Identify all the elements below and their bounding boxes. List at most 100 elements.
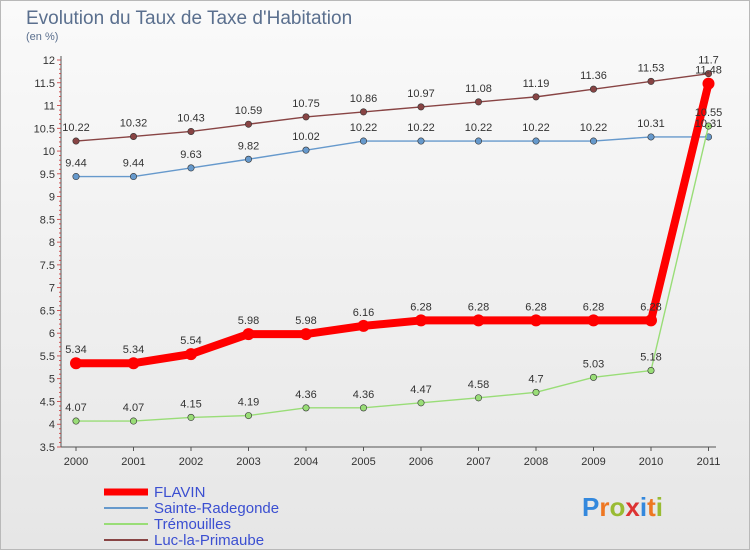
data-label: 6.28 xyxy=(410,301,431,313)
data-point xyxy=(302,404,310,412)
series-flavin-line xyxy=(72,79,713,368)
x-tick-label: 2009 xyxy=(581,456,605,468)
y-tick-label: 5 xyxy=(49,374,55,386)
flavin-point xyxy=(242,328,255,341)
logo-letter: o xyxy=(609,492,625,522)
data-label: 9.44 xyxy=(123,158,144,170)
flavin-point xyxy=(645,314,657,327)
data-label: 4.36 xyxy=(353,389,374,401)
logo-letter: x xyxy=(625,492,640,522)
chart-subtitle: (en %) xyxy=(26,31,58,43)
y-tick-label: 12 xyxy=(43,55,55,67)
y-tick-label: 4.5 xyxy=(40,396,55,408)
data-point xyxy=(589,373,597,381)
data-label: 9.63 xyxy=(180,149,201,161)
data-label: 10.31 xyxy=(695,118,723,130)
series-tr-mouilles-line xyxy=(75,125,710,422)
data-label: 10.43 xyxy=(177,112,205,124)
legend-entry: FLAVIN xyxy=(154,484,205,501)
data-label: 11.7 xyxy=(698,55,719,67)
data-label: 4.47 xyxy=(410,384,431,396)
data-label: 10.59 xyxy=(235,105,263,117)
data-label: 10.22 xyxy=(522,122,550,134)
chart-title: Evolution du Taux de Taxe d'Habitation xyxy=(26,8,352,29)
data-point xyxy=(417,137,425,145)
data-point xyxy=(647,133,655,141)
legend-entry: Luc-la-Primaube xyxy=(154,532,264,549)
data-label: 4.19 xyxy=(238,397,259,409)
data-label: 9.82 xyxy=(238,140,259,152)
data-point xyxy=(187,164,195,172)
y-tick-label: 9 xyxy=(49,192,55,204)
data-label: 10.22 xyxy=(62,122,90,134)
data-point xyxy=(532,137,540,145)
data-label: 6.28 xyxy=(525,301,546,313)
y-tick-label: 5.5 xyxy=(40,351,55,363)
data-label: 4.07 xyxy=(123,402,144,414)
data-point xyxy=(704,122,712,130)
legend: FLAVINSainte-RadegondeTrémouillesLuc-la-… xyxy=(104,484,279,549)
flavin-point xyxy=(127,357,140,370)
data-label: 11.53 xyxy=(638,62,665,74)
data-label: 6.28 xyxy=(640,301,661,313)
data-label: 6.16 xyxy=(353,307,374,319)
data-point xyxy=(359,404,367,412)
data-point xyxy=(302,113,310,121)
data-label: 5.18 xyxy=(640,352,661,364)
logo-letter: i xyxy=(656,492,663,522)
proxiti-logo: Proxiti xyxy=(582,492,663,522)
x-tick-label: 2005 xyxy=(351,456,375,468)
x-tick-label: 2008 xyxy=(524,456,548,468)
legend-entry: Sainte-Radegonde xyxy=(154,500,279,517)
data-point xyxy=(302,146,310,154)
y-tick-label: 6 xyxy=(49,328,55,340)
flavin-point xyxy=(357,319,370,332)
series-sainte-radegonde-line xyxy=(75,136,710,178)
x-tick-label: 2001 xyxy=(121,456,145,468)
data-point xyxy=(245,155,253,163)
data-label: 6.28 xyxy=(583,301,604,313)
flavin-point xyxy=(300,328,312,341)
data-label: 4.7 xyxy=(528,373,543,385)
axes: 3.5 4 4.5 5 5.5 6 6.5 7 7.5 8 8.5 9 9.5 10 10.5 11 11.5 1… xyxy=(34,55,721,468)
x-tick-label: 2000 xyxy=(64,456,88,468)
x-tick-label: 2003 xyxy=(236,456,260,468)
y-tick-label: 9.5 xyxy=(40,169,55,181)
data-label: 5.98 xyxy=(238,315,259,327)
data-label: 10.22 xyxy=(580,122,608,134)
data-point xyxy=(187,127,195,135)
flavin-point xyxy=(185,348,197,361)
logo-letter: t xyxy=(647,492,656,522)
x-tick-label: 2002 xyxy=(179,456,203,468)
logo-letter: r xyxy=(599,492,609,522)
flavin-point xyxy=(70,357,82,370)
data-point xyxy=(474,98,482,106)
data-label: 10.22 xyxy=(465,122,493,134)
data-label: 10.55 xyxy=(695,107,723,119)
data-label: 4.36 xyxy=(295,389,316,401)
data-point xyxy=(359,108,367,116)
data-label: 6.28 xyxy=(468,301,489,313)
data-label: 5.34 xyxy=(123,344,144,356)
x-tick-label: 2006 xyxy=(409,456,433,468)
data-point xyxy=(130,173,138,181)
y-tick-label: 8 xyxy=(49,237,55,249)
data-point xyxy=(532,93,540,101)
data-point xyxy=(474,137,482,145)
data-point xyxy=(532,388,540,396)
data-label: 11.36 xyxy=(580,70,607,82)
data-label: 11.08 xyxy=(465,83,492,95)
data-point xyxy=(130,417,138,425)
data-label: 10.22 xyxy=(350,122,378,134)
y-tick-label: 3.5 xyxy=(40,442,55,454)
series-lines xyxy=(70,70,715,425)
x-tick-label: 2004 xyxy=(294,456,318,468)
y-tick-label: 11.5 xyxy=(34,78,55,90)
data-point xyxy=(589,137,597,145)
logo-letter: i xyxy=(640,492,647,522)
data-label: 4.58 xyxy=(468,379,489,391)
data-label: 4.15 xyxy=(180,398,201,410)
flavin-point xyxy=(530,314,542,327)
